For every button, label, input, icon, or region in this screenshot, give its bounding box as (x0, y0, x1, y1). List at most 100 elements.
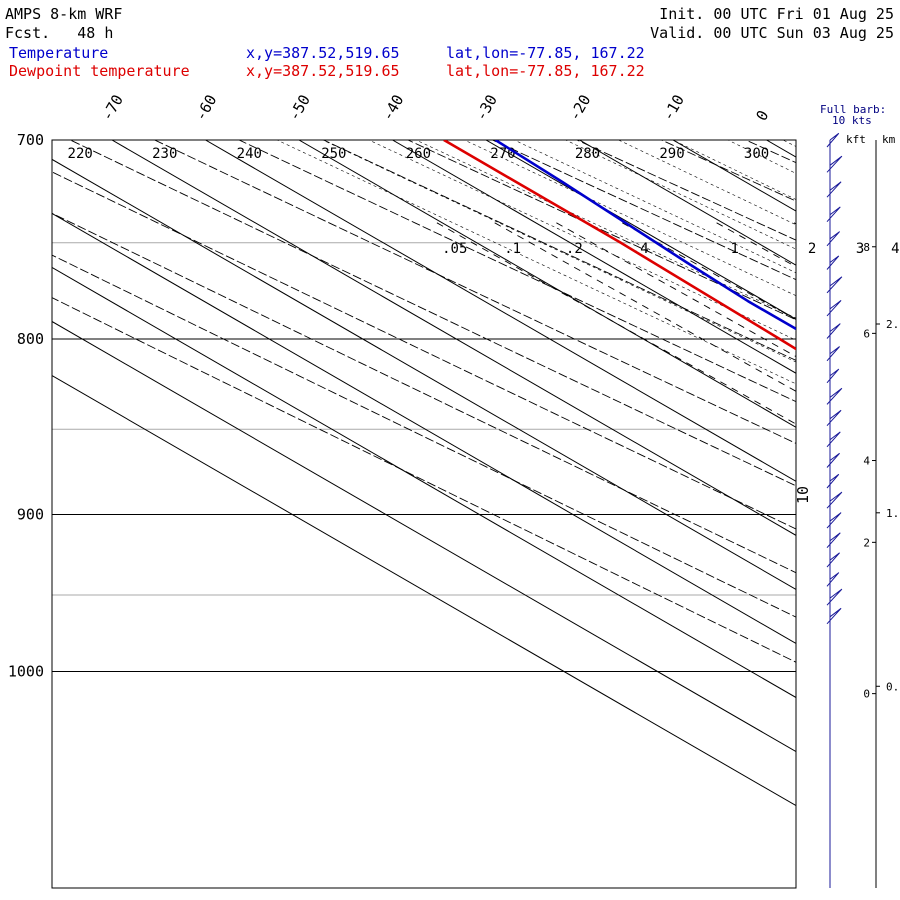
pressure-tick-label: 900 (17, 505, 44, 523)
wind-barb (826, 368, 840, 384)
isotherm (298, 140, 796, 428)
dry-adiabat-label: 300 (744, 146, 769, 162)
dry-adiabat-label: 260 (406, 146, 431, 162)
wind-barb (826, 276, 843, 294)
dry-adiabat (153, 140, 796, 444)
moist-adiabat (727, 140, 796, 174)
isotherm (111, 140, 796, 536)
temperature-tick-label: -60 (191, 92, 220, 124)
mixing-ratio-line (716, 222, 796, 268)
height-unit-km: km (882, 133, 896, 146)
dry-adiabat-label: 240 (237, 146, 262, 162)
wind-barb (826, 387, 843, 405)
dewpoint-profile-line (443, 140, 796, 351)
wind-key-line1: Full barb: (820, 103, 887, 116)
wind-barb (826, 532, 841, 549)
dry-adiabat (718, 52, 900, 813)
dry-adiabat-label: 270 (490, 146, 515, 162)
wind-barb (826, 512, 842, 529)
pressure-axis: 700 800 900 1000 (8, 131, 44, 680)
dry-adiabat-label: 250 (321, 146, 346, 162)
kft-tick-label: 2 (863, 536, 870, 549)
mixing-ratio-label: 1 (730, 241, 738, 257)
dry-adiabat (801, 52, 900, 813)
wind-barb (826, 588, 843, 606)
dry-adiabat (884, 52, 900, 813)
isotherm (579, 140, 796, 266)
kft-tick-label: 6 (863, 327, 870, 340)
km-tick-label: 1. (886, 507, 899, 520)
dry-adiabat (406, 140, 796, 321)
temperature-tick-label: -40 (378, 92, 407, 124)
wind-barb (826, 491, 843, 509)
kft-tick-label: 8 (863, 241, 870, 254)
plot-frame (51, 139, 797, 889)
pressure-tick-label: 800 (17, 330, 44, 348)
temperature-tick-label: -10 (659, 92, 688, 124)
wind-barb (826, 552, 840, 568)
dry-adiabat (238, 140, 796, 403)
isotherm (205, 140, 796, 482)
mixing-ratio-line (622, 222, 796, 320)
mixing-ratio-label: .2 (566, 241, 583, 257)
temperature-axis: -70 -60 -50 -40 -30 -20 -10 0 (98, 92, 773, 124)
valid-value: 00 UTC Sun 03 Aug 25 (713, 24, 894, 42)
valid-label: Valid. (650, 24, 705, 42)
moist-adiabat (276, 140, 796, 385)
moist-adiabat (415, 140, 796, 319)
km-tick-label: 2. (886, 318, 899, 331)
wind-barb (826, 132, 840, 148)
legend-temperature-latlon: lat,lon=-77.85, 167.22 (446, 44, 645, 62)
dry-adiabat (491, 140, 796, 281)
legend-dewpoint-xy: x,y=387.52,519.65 (246, 62, 400, 80)
kft-tick-label: 4 (863, 455, 870, 468)
dry-adiabat (52, 212, 796, 574)
isopleth-labels: 220 230 240 250 260 270 280 290 300.05.1.2.4 1 2 3 4… (68, 146, 900, 504)
init-value: 00 UTC Fri 01 Aug 25 (713, 5, 894, 23)
wind-column: 8 6 4 2 0 2. 1. 0. (826, 132, 899, 888)
dry-adiabat (52, 297, 796, 663)
moist-adiabat (774, 52, 900, 813)
legend-temperature-xy: x,y=387.52,519.65 (246, 44, 400, 62)
wind-barb (826, 473, 840, 489)
wind-barb (826, 431, 841, 448)
model-title: AMPS 8-km WRF (5, 5, 123, 23)
dry-adiabat (575, 140, 796, 241)
isotherm (392, 140, 796, 374)
wind-barb (826, 409, 842, 427)
pressure-tick-label: 700 (17, 131, 44, 149)
dry-adiabat (52, 254, 796, 618)
dry-adiabat-label: 290 (659, 146, 684, 162)
wind-barb (826, 300, 842, 317)
dry-adiabat (69, 140, 796, 487)
kft-tick-label: 0 (863, 688, 870, 701)
wind-barb (826, 155, 843, 173)
diagram-grid (52, 52, 900, 813)
profiles (443, 140, 796, 351)
temperature-profile-line (494, 140, 796, 331)
mixing-ratio-label: 2 (808, 241, 816, 257)
dry-adiabat-label: 230 (152, 146, 177, 162)
isotherm (52, 212, 796, 645)
temperature-tick-label: -70 (98, 92, 127, 124)
legend-dewpoint-latlon: lat,lon=-77.85, 167.22 (446, 62, 645, 80)
moist-adiabat (564, 140, 796, 250)
mixing-ratio-line (494, 222, 796, 392)
wind-barb (826, 181, 842, 198)
dry-adiabat-label: 280 (575, 146, 600, 162)
wind-key-line2: 10 kts (832, 114, 872, 127)
isotherm (485, 140, 796, 320)
height-unit-kft: kft (846, 133, 866, 146)
temperature-tick-label: -50 (285, 92, 314, 124)
mixing-ratio-label: 4 (891, 241, 899, 257)
moist-adiabat-label: 10 (794, 486, 812, 504)
isotherm (52, 158, 796, 590)
isotherm (52, 374, 796, 807)
mixing-ratio-line (436, 222, 796, 425)
isotherm (52, 266, 796, 699)
fcst-label: Fcst. (5, 24, 51, 42)
dry-adiabat (52, 171, 796, 530)
valid-time: Valid. 00 UTC Sun 03 Aug 25 (650, 24, 894, 42)
temperature-tick-label: 0 (752, 107, 772, 124)
moist-adiabat (321, 140, 796, 363)
